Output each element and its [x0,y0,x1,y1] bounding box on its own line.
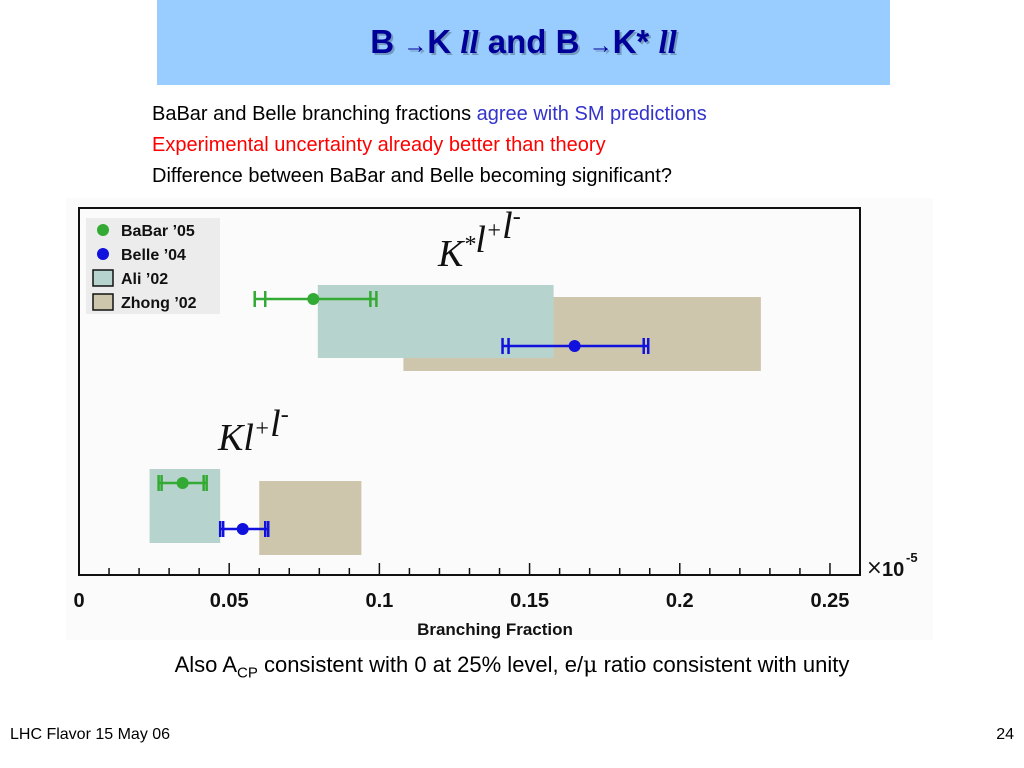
label-part: l [502,205,513,247]
data-point [236,523,249,535]
x-tick-label: 0.25 [810,590,849,612]
label-superscript: - [281,402,289,428]
legend-label: Zhong ’02 [121,295,197,312]
label-part: l [270,403,281,445]
label-part: l [243,417,254,459]
acp-mu: μ [583,653,598,678]
legend-swatch [92,293,114,311]
label-part: K [437,233,465,275]
acp-text: Also A [174,652,237,677]
scale-base: 10 [882,559,904,581]
legend-label: BaBar ’05 [121,223,195,240]
acp-text: consistent with 0 at 25% level, e/ [257,652,584,677]
acp-text: ratio consistent with unity [597,652,850,677]
x-tick-label: 0.15 [510,590,549,612]
legend: BaBar ’05 Belle ’04 Ali ’02 Zhong ’02 [86,218,220,314]
legend-label: Belle ’04 [121,247,186,264]
label-superscript: * [463,232,475,258]
label-part: K [217,417,245,459]
label-superscript: + [254,416,270,442]
theory-bands [149,285,761,555]
scale-times: × [866,555,883,579]
theory-band [259,481,362,555]
group-label: Kl+l- [217,402,289,459]
data-point [307,293,320,305]
footer-left: LHC Flavor 15 May 06 [10,726,171,743]
title-bar: B →K ll and B →K* ll [157,0,890,85]
title-part-b: B [370,23,395,60]
x-tick-label: 0 [73,590,84,612]
bullet-highlight: agree with SM predictions [476,103,707,125]
data-point [176,477,189,489]
x-axis: 0 0.05 0.1 0.15 0.2 0.25 Branching Fraction × 10… [73,550,917,639]
x-tick-label: 0.05 [210,590,249,612]
bullet-line-2: Experimental uncertainty already better … [152,134,606,156]
acp-subscript: CP [237,664,258,682]
acp-note: Also ACP consistent with 0 at 25% level,… [0,652,1024,681]
bullet-list: BaBar and Belle branching fractions agre… [152,99,707,192]
legend-marker [97,224,109,236]
title-ll: ll [658,25,677,61]
x-tick-label: 0.2 [666,590,694,612]
x-tick-label: 0.1 [365,590,393,612]
legend-marker [97,248,109,260]
slide-number: 24 [996,726,1014,743]
label-part: l [475,219,486,261]
title-ll: ll [460,25,479,61]
label-superscript: + [486,218,502,244]
title-part-k: K [427,23,461,60]
legend-swatch [92,269,114,287]
title-part-and: and B [478,23,589,60]
title-arrow: → [588,32,613,59]
label-superscript: - [513,204,521,230]
title-part-kstar: K* [612,23,659,60]
x-axis-label: Branching Fraction [417,620,573,639]
scale-exponent: -5 [906,550,918,565]
title-arrow: → [403,32,428,59]
data-point [568,340,581,352]
bullet-line-1: BaBar and Belle branching fractions agre… [152,99,707,130]
slide-title: B →K ll and B →K* ll [370,23,677,62]
group-labels: K*l+l-Kl+l- [217,204,521,459]
bullet-text: BaBar and Belle branching fractions [152,103,477,125]
branching-fraction-chart: 0 0.05 0.1 0.15 0.2 0.25 Branching Fraction × 10… [66,198,933,640]
legend-label: Ali ’02 [121,271,168,288]
measurements [157,291,650,537]
bullet-line-3: Difference between BaBar and Belle becom… [152,165,672,187]
group-label: K*l+l- [437,204,521,275]
